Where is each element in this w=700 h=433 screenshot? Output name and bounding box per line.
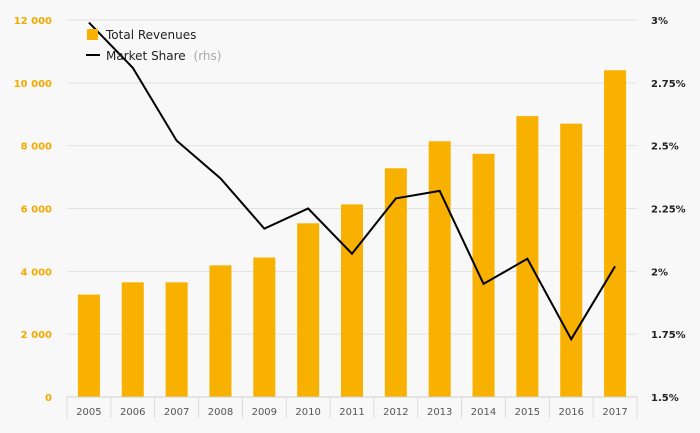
x-tick-label: 2006 [120,407,145,418]
y-right-tick-label: 2% [651,267,668,278]
x-tick-label: 2017 [602,407,627,418]
x-tick-label: 2008 [208,407,233,418]
bar-total-revenues [428,141,451,397]
bar-total-revenues [516,116,539,397]
x-tick-label: 2005 [76,407,101,418]
bar-total-revenues [472,153,495,397]
y-right-tick-label: 3% [651,16,668,27]
x-tick-label: 2016 [559,407,584,418]
bar-total-revenues [341,204,363,397]
legend-label-market-share-name: Market Share [106,49,186,63]
y-left-tick-label: 4 000 [21,267,52,278]
bar-total-revenues [121,282,144,397]
legend-swatch-total-revenues [87,29,98,40]
line-series-market-share [88,21,616,342]
x-tick-label: 2012 [383,407,408,418]
market-share-line [88,21,616,342]
bar-total-revenues [165,282,188,397]
legend-label-market-share: Market Share (rhs) [106,49,221,63]
y-right-tick-label: 2.75% [651,79,686,90]
x-tick-label: 2010 [295,407,320,418]
axes: 0 2 000 4 000 6 000 8 000 10 000 12 000 1.5% 1.7… [14,16,686,418]
bar-total-revenues [560,123,583,398]
x-tick-label: 2014 [471,407,496,418]
y-right-tick-label: 1.75% [651,330,686,341]
bar-total-revenues [209,265,232,397]
bar-total-revenues [77,294,100,397]
bar-series-total-revenues [77,70,627,398]
legend-label-market-share-suffix: (rhs) [194,49,222,63]
x-tick-label: 2009 [252,407,277,418]
bar-total-revenues [384,168,407,397]
y-right-tick-label: 2.25% [651,205,686,216]
y-right-tick-label: 1.5% [651,393,679,404]
y-right-tick-label: 2.5% [651,142,679,153]
x-tick-label: 2013 [427,407,452,418]
bar-total-revenues [297,223,320,397]
legend: Total Revenues Market Share (rhs) [86,28,221,63]
bar-total-revenues [604,70,627,398]
y-left-tick-label: 12 000 [14,16,52,27]
y-left-tick-label: 0 [45,393,52,404]
x-tick-label: 2007 [164,407,189,418]
y-left-tick-label: 6 000 [21,205,52,216]
y-left-tick-label: 8 000 [21,142,52,153]
legend-label-total-revenues: Total Revenues [105,28,196,42]
y-left-tick-label: 10 000 [14,79,52,90]
x-tick-label: 2011 [339,407,364,418]
y-left-tick-label: 2 000 [21,330,52,341]
x-tick-label: 2015 [515,407,540,418]
bar-total-revenues [253,257,276,397]
